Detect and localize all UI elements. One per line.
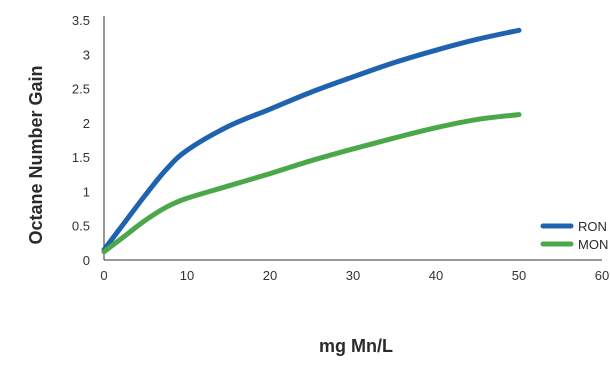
legend-label-ron: RON — [578, 219, 607, 234]
y-tick-label: 0.5 — [72, 219, 90, 234]
tick-labels: 0 10 20 30 40 50 60 0 0.5 1 1.5 2 2.5 3 3.5 — [72, 13, 609, 283]
y-tick-label: 1 — [83, 184, 90, 199]
series-line-mon — [101, 112, 522, 255]
y-tick-label: 1.5 — [72, 150, 90, 165]
x-tick-label: 0 — [100, 268, 107, 283]
x-tick-label: 50 — [512, 268, 526, 283]
x-tick-label: 20 — [263, 268, 277, 283]
x-tick-label: 30 — [346, 268, 360, 283]
y-tick-label: 3.5 — [72, 13, 90, 28]
series-line-ron — [101, 27, 522, 253]
x-tick-label: 60 — [595, 268, 609, 283]
y-tick-label: 2 — [83, 116, 90, 131]
legend-label-mon: MON — [578, 237, 608, 252]
y-tick-label: 3 — [83, 47, 90, 62]
y-axis-title: Octane Number Gain — [26, 65, 46, 244]
series-lines — [101, 27, 522, 255]
y-tick-label: 0 — [83, 253, 90, 268]
legend: RON MON — [540, 219, 608, 252]
axes — [103, 16, 602, 261]
x-tick-label: 40 — [429, 268, 443, 283]
x-axis-title: mg Mn/L — [319, 336, 393, 356]
y-tick-label: 2.5 — [72, 82, 90, 97]
x-tick-label: 10 — [180, 268, 194, 283]
